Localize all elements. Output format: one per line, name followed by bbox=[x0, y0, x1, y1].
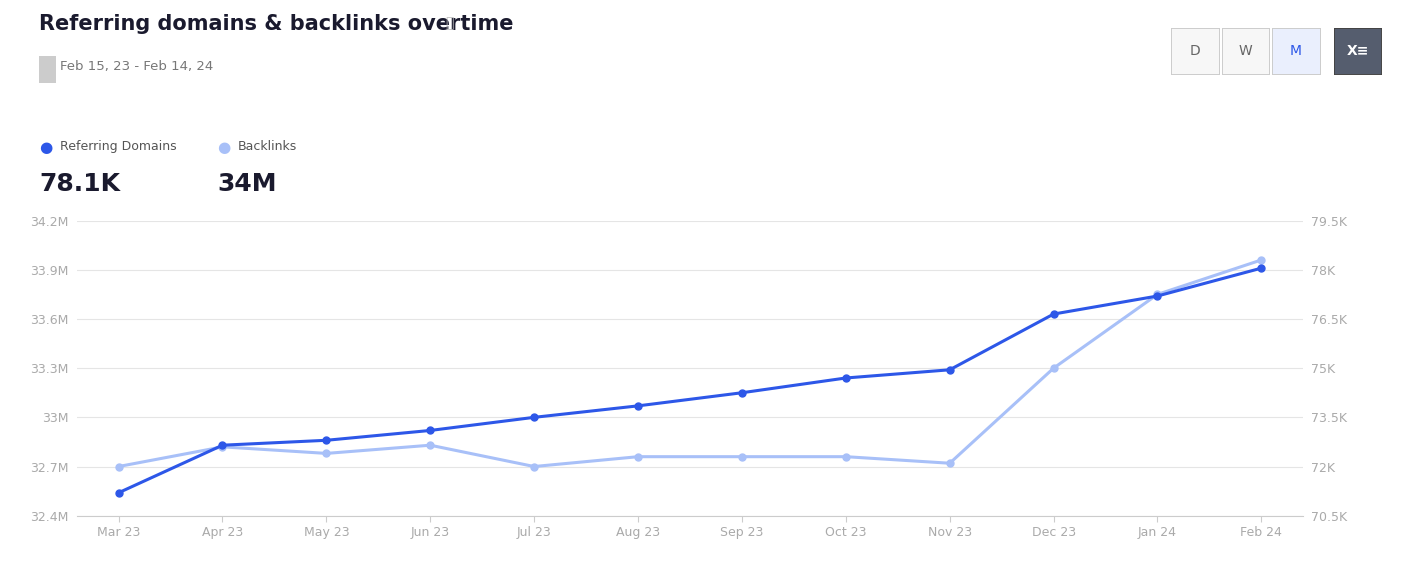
Text: 78.1K: 78.1K bbox=[39, 172, 120, 196]
Text: M: M bbox=[1290, 44, 1302, 58]
Text: X≡: X≡ bbox=[1346, 44, 1369, 58]
Text: D: D bbox=[1189, 44, 1201, 58]
Text: W: W bbox=[1238, 44, 1252, 58]
Text: ●: ● bbox=[217, 140, 230, 155]
Text: Referring domains & backlinks overtime: Referring domains & backlinks overtime bbox=[39, 14, 514, 34]
Text: Backlinks: Backlinks bbox=[238, 140, 297, 154]
Text: ⓘ: ⓘ bbox=[446, 16, 454, 30]
Text: Feb 15, 23 - Feb 14, 24: Feb 15, 23 - Feb 14, 24 bbox=[60, 60, 213, 73]
Text: 34M: 34M bbox=[217, 172, 276, 196]
Text: ●: ● bbox=[39, 140, 52, 155]
Text: Referring Domains: Referring Domains bbox=[60, 140, 177, 154]
